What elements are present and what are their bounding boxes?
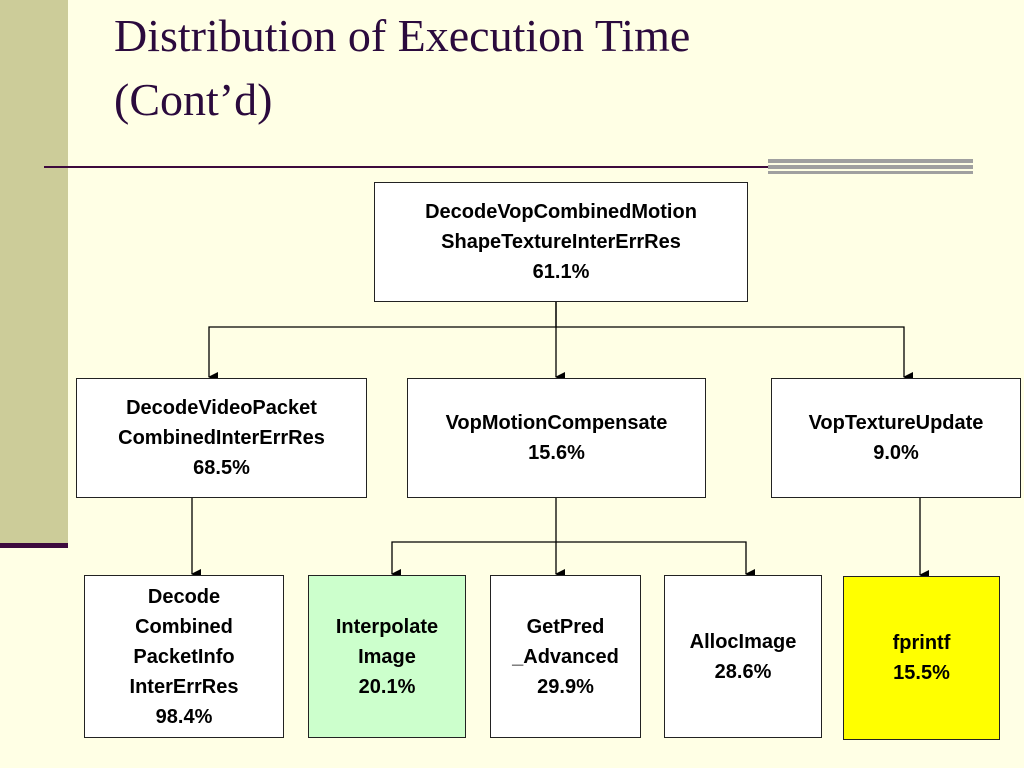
slide-title-line-2: (Cont’d)	[114, 74, 273, 125]
node-percentage: 15.5%	[893, 662, 950, 684]
node-percentage: 28.6%	[714, 660, 772, 683]
side-accent-rule	[0, 543, 68, 548]
title-divider-accent	[768, 159, 973, 174]
node-percentage: 9.0%	[873, 442, 919, 464]
node-fprintf: fprintf 15.5%	[843, 576, 1000, 740]
node-interpolate-image: Interpolate Image 20.1%	[308, 575, 466, 738]
node-label: Decode	[147, 585, 221, 608]
node-decode-combined-packetinfo: Decode Combined PacketInfo InterErrRes 9…	[84, 575, 284, 738]
node-label: _Advanced	[512, 645, 619, 668]
node-label: VopMotionCompensate	[445, 412, 668, 434]
node-label: DecodeVideoPacket	[126, 397, 317, 419]
edge-vop-motion-to-interpolate	[391, 498, 557, 579]
node-root: DecodeVopCombinedMotion ShapeTextureInte…	[374, 182, 748, 302]
slide-title-line-1: Distribution of Execution Time	[114, 10, 691, 61]
node-label: VopTextureUpdate	[808, 412, 984, 434]
node-label: CombinedInterErrRes	[118, 427, 325, 449]
edge-root-to-decode-video-packet	[208, 302, 557, 382]
node-label: AllocImage	[689, 630, 797, 653]
node-percentage: 20.1%	[358, 675, 416, 698]
node-label: Interpolate	[335, 615, 439, 638]
node-allocimage: AllocImage 28.6%	[664, 575, 822, 738]
node-label: DecodeVopCombinedMotion	[425, 201, 697, 223]
node-label: GetPred	[526, 615, 605, 638]
edge-vop-motion-to-allocimage	[556, 541, 755, 579]
side-accent-bar	[0, 0, 68, 545]
node-percentage: 98.4%	[155, 705, 213, 728]
node-label: Combined	[135, 615, 233, 638]
node-getpred-advanced: GetPred _Advanced 29.9%	[490, 575, 641, 738]
node-label: PacketInfo	[133, 645, 235, 668]
node-label: Image	[358, 645, 416, 668]
title-divider	[44, 166, 774, 168]
node-label: ShapeTextureInterErrRes	[441, 231, 681, 253]
slide-title: Distribution of Execution Time (Cont’d)	[114, 4, 914, 132]
node-vop-texture-update: VopTextureUpdate 9.0%	[771, 378, 1021, 498]
node-percentage: 61.1%	[532, 261, 590, 283]
node-decode-video-packet: DecodeVideoPacket CombinedInterErrRes 68…	[76, 378, 367, 498]
edge-root-to-vop-texture-update	[556, 326, 913, 382]
node-percentage: 29.9%	[537, 675, 594, 698]
node-percentage: 68.5%	[193, 457, 250, 479]
node-percentage: 15.6%	[528, 442, 585, 464]
node-vop-motion-compensate: VopMotionCompensate 15.6%	[407, 378, 706, 498]
node-label: InterErrRes	[129, 675, 239, 698]
node-label: fprintf	[892, 632, 951, 654]
